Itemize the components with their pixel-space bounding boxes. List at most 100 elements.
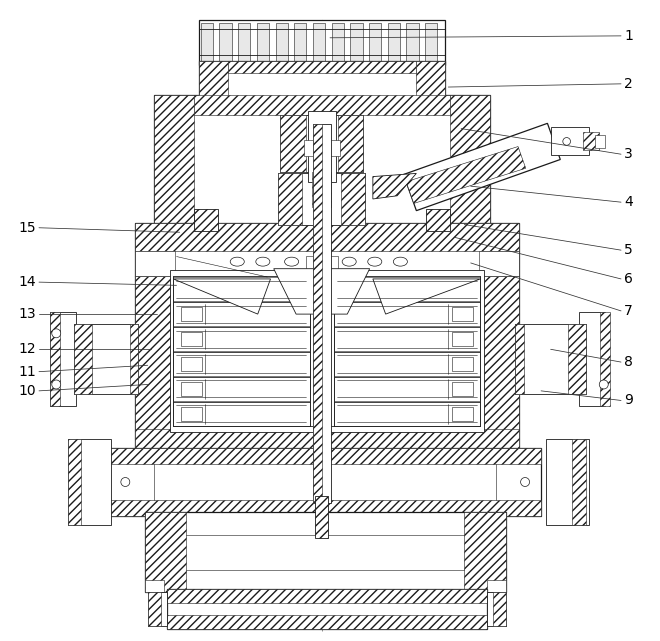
Polygon shape <box>145 579 164 592</box>
Polygon shape <box>403 123 560 211</box>
Bar <box>315 496 328 538</box>
Text: 5: 5 <box>624 243 633 257</box>
Polygon shape <box>480 276 519 452</box>
Polygon shape <box>486 592 506 626</box>
Text: 6: 6 <box>624 272 633 286</box>
Bar <box>312 172 331 207</box>
Text: 11: 11 <box>18 365 36 379</box>
Bar <box>332 23 344 62</box>
Ellipse shape <box>230 257 244 266</box>
Ellipse shape <box>256 257 270 266</box>
Polygon shape <box>465 512 506 592</box>
Polygon shape <box>145 512 186 592</box>
Bar <box>170 270 484 433</box>
Polygon shape <box>135 223 519 276</box>
Polygon shape <box>199 62 228 103</box>
Bar <box>369 23 381 62</box>
Circle shape <box>521 478 529 487</box>
Ellipse shape <box>368 257 381 266</box>
Polygon shape <box>451 332 473 346</box>
Polygon shape <box>130 324 138 394</box>
Circle shape <box>51 329 61 338</box>
Polygon shape <box>194 208 218 231</box>
Bar <box>68 439 112 525</box>
Bar <box>313 23 325 62</box>
Bar <box>174 302 310 326</box>
Bar <box>257 23 269 62</box>
Polygon shape <box>194 96 450 115</box>
Polygon shape <box>181 356 202 371</box>
Bar <box>313 124 331 503</box>
Polygon shape <box>135 276 174 452</box>
Text: 14: 14 <box>18 275 36 289</box>
Polygon shape <box>450 96 490 231</box>
Bar <box>276 23 288 62</box>
Polygon shape <box>451 356 473 371</box>
Ellipse shape <box>284 257 299 266</box>
Bar <box>350 23 362 62</box>
Polygon shape <box>167 589 486 629</box>
Polygon shape <box>228 62 416 73</box>
Bar <box>238 23 250 62</box>
Polygon shape <box>280 115 306 172</box>
Polygon shape <box>572 439 586 525</box>
Polygon shape <box>181 307 202 321</box>
Bar <box>220 23 232 62</box>
Polygon shape <box>338 115 363 172</box>
Circle shape <box>121 478 130 487</box>
Bar <box>515 324 586 394</box>
Polygon shape <box>135 251 175 276</box>
Polygon shape <box>135 429 519 452</box>
Polygon shape <box>426 208 450 231</box>
Text: 10: 10 <box>18 384 36 398</box>
Bar <box>280 115 363 172</box>
Polygon shape <box>167 615 486 629</box>
Text: 4: 4 <box>624 195 633 209</box>
Polygon shape <box>493 592 506 626</box>
Polygon shape <box>181 332 202 346</box>
Polygon shape <box>313 124 321 503</box>
Polygon shape <box>68 439 81 525</box>
Text: 13: 13 <box>18 307 36 321</box>
Bar <box>326 256 338 274</box>
Polygon shape <box>416 62 445 103</box>
Polygon shape <box>154 96 490 231</box>
Bar <box>407 23 418 62</box>
Polygon shape <box>135 223 519 251</box>
Circle shape <box>599 380 609 389</box>
Polygon shape <box>274 269 370 314</box>
Polygon shape <box>74 324 92 394</box>
Circle shape <box>51 380 61 389</box>
Polygon shape <box>145 512 506 592</box>
Bar <box>174 277 310 301</box>
Bar <box>50 312 76 406</box>
Bar <box>279 173 365 224</box>
Polygon shape <box>148 592 160 626</box>
Bar <box>334 402 480 426</box>
Polygon shape <box>110 449 541 465</box>
Text: 3: 3 <box>624 147 633 161</box>
Polygon shape <box>568 324 586 394</box>
Bar <box>174 377 310 401</box>
Polygon shape <box>135 276 519 452</box>
Text: 9: 9 <box>624 394 633 408</box>
Polygon shape <box>167 589 486 603</box>
Bar <box>546 439 589 525</box>
Polygon shape <box>110 449 541 515</box>
Polygon shape <box>486 579 506 592</box>
Bar <box>304 140 340 156</box>
Text: 15: 15 <box>18 221 36 235</box>
Text: 2: 2 <box>624 77 633 91</box>
Polygon shape <box>406 147 526 203</box>
Bar <box>425 23 438 62</box>
Polygon shape <box>479 251 519 276</box>
Polygon shape <box>110 499 541 515</box>
Text: 1: 1 <box>624 29 633 43</box>
Text: 8: 8 <box>624 355 633 369</box>
Polygon shape <box>181 381 202 396</box>
Bar <box>334 352 480 376</box>
Bar <box>579 312 605 406</box>
Bar <box>201 23 213 62</box>
Text: 12: 12 <box>18 342 36 356</box>
Polygon shape <box>174 279 271 314</box>
